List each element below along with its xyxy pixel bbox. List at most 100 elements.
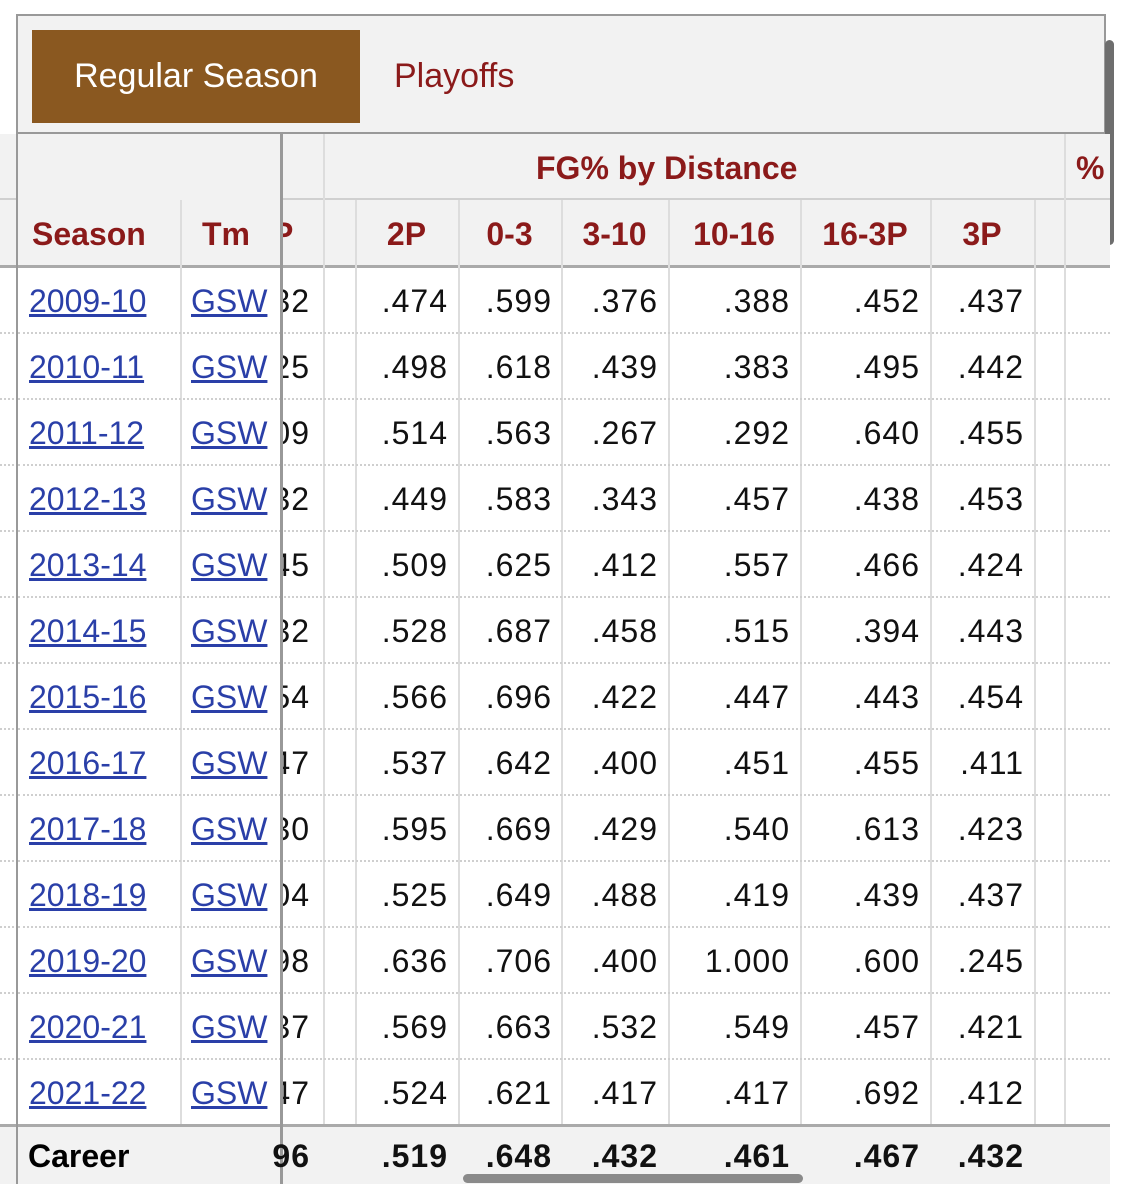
stat-cell: .452 xyxy=(853,283,920,319)
column-divider xyxy=(180,664,182,730)
row-divider xyxy=(0,464,1110,466)
stat-cell: .618 xyxy=(485,349,552,385)
stat-cell: .267 xyxy=(591,415,658,451)
stat-cell: .443 xyxy=(853,679,920,715)
team-link[interactable]: GSW xyxy=(191,613,268,649)
team-link[interactable]: GSW xyxy=(191,943,268,979)
row-divider xyxy=(18,728,280,730)
season-header[interactable]: Season xyxy=(32,216,146,252)
stat-cell: .514 xyxy=(381,415,448,451)
stat-cell: .417 xyxy=(723,1075,790,1111)
season-link[interactable]: 2020-21 xyxy=(29,1009,147,1045)
season-link[interactable]: 2016-17 xyxy=(29,745,147,781)
column-divider xyxy=(180,1060,182,1126)
stat-cell: .429 xyxy=(591,811,658,847)
team-link[interactable]: GSW xyxy=(191,283,268,319)
career-stat-cell: .519 xyxy=(381,1138,448,1174)
stat-cell: .563 xyxy=(485,415,552,451)
stat-cell: .474 xyxy=(381,283,448,319)
stat-cell: .669 xyxy=(485,811,552,847)
season-link[interactable]: 2011-12 xyxy=(29,415,145,451)
column-header-3p[interactable]: 3P xyxy=(962,216,1002,252)
season-link[interactable]: 2015-16 xyxy=(29,679,147,715)
stat-cell: .640 xyxy=(853,415,920,451)
stat-cell: .525 xyxy=(381,877,448,913)
row-divider xyxy=(18,1058,280,1060)
row-divider xyxy=(0,794,1110,796)
stat-cell: .537 xyxy=(381,745,448,781)
column-header-2p[interactable]: 2P xyxy=(386,216,427,252)
stat-cell: .451 xyxy=(723,745,790,781)
stat-cell: .453 xyxy=(957,481,1024,517)
row-divider xyxy=(18,530,280,532)
stat-cell: .437 xyxy=(957,283,1024,319)
stat-cell: .383 xyxy=(723,349,790,385)
stat-cell: .642 xyxy=(485,745,552,781)
stat-cell: .621 xyxy=(485,1075,552,1111)
column-header-16-3p[interactable]: 16-3P xyxy=(822,216,908,252)
career-stat-cell: .461 xyxy=(723,1138,790,1174)
stat-cell: .649 xyxy=(485,877,552,913)
stat-cell: .509 xyxy=(381,547,448,583)
stat-cell: .449 xyxy=(381,481,448,517)
row-divider xyxy=(0,662,1110,664)
team-link[interactable]: GSW xyxy=(191,481,268,517)
team-header[interactable]: Tm xyxy=(202,216,250,252)
column-header-3-10[interactable]: 3-10 xyxy=(582,216,647,252)
column-header-0-3[interactable]: 0-3 xyxy=(486,216,533,252)
team-link[interactable]: GSW xyxy=(191,349,268,385)
season-link[interactable]: 2013-14 xyxy=(29,547,147,583)
row-divider xyxy=(18,860,280,862)
team-link[interactable]: GSW xyxy=(191,1075,268,1111)
team-link[interactable]: GSW xyxy=(191,745,268,781)
row-divider xyxy=(18,596,280,598)
team-link[interactable]: GSW xyxy=(191,547,268,583)
team-link[interactable]: GSW xyxy=(191,811,268,847)
pct-header-partial: % xyxy=(1076,150,1105,186)
season-link[interactable]: 2009-10 xyxy=(29,283,147,319)
season-link[interactable]: 2019-20 xyxy=(29,943,147,979)
team-link[interactable]: GSW xyxy=(191,679,268,715)
stat-cell: .557 xyxy=(723,547,790,583)
stat-cell: .549 xyxy=(723,1009,790,1045)
row-divider xyxy=(18,332,280,334)
column-header-10-16[interactable]: 10-16 xyxy=(693,216,775,252)
stat-cell: .455 xyxy=(853,745,920,781)
season-link[interactable]: 2018-19 xyxy=(29,877,147,913)
tab-playoffs[interactable]: Playoffs xyxy=(394,57,515,95)
season-link[interactable]: 2014-15 xyxy=(29,613,147,649)
stat-cell: .599 xyxy=(485,283,552,319)
stat-cell: .245 xyxy=(957,943,1024,979)
career-stat-cell: .467 xyxy=(853,1138,920,1174)
season-link[interactable]: 2010-11 xyxy=(29,349,145,385)
stat-cell: .394 xyxy=(853,613,920,649)
stat-cell: .439 xyxy=(591,349,658,385)
column-divider xyxy=(180,268,182,334)
season-link[interactable]: 2017-18 xyxy=(29,811,147,847)
row-divider xyxy=(18,992,280,994)
row-divider xyxy=(18,926,280,928)
stat-cell: .400 xyxy=(591,943,658,979)
row-divider xyxy=(0,1058,1110,1060)
column-divider xyxy=(180,466,182,532)
column-divider xyxy=(180,532,182,598)
stat-cell: .439 xyxy=(853,877,920,913)
season-link[interactable]: 2012-13 xyxy=(29,481,147,517)
tab-regular-season[interactable]: Regular Season xyxy=(32,30,360,123)
stat-cell: .687 xyxy=(485,613,552,649)
stat-cell: .488 xyxy=(591,877,658,913)
team-link[interactable]: GSW xyxy=(191,1009,268,1045)
stat-cell: .692 xyxy=(853,1075,920,1111)
stat-cell: .566 xyxy=(381,679,448,715)
horizontal-scrollbar[interactable] xyxy=(463,1174,803,1183)
fg-by-distance-header: FG% by Distance xyxy=(536,150,798,186)
stat-cell: .455 xyxy=(957,415,1024,451)
stat-cell: .600 xyxy=(853,943,920,979)
stat-cell: .376 xyxy=(591,283,658,319)
team-link[interactable]: GSW xyxy=(191,415,268,451)
stat-cell: .528 xyxy=(381,613,448,649)
season-link[interactable]: 2021-22 xyxy=(29,1075,147,1111)
team-link[interactable]: GSW xyxy=(191,877,268,913)
row-divider xyxy=(0,992,1110,994)
stat-cell: .457 xyxy=(853,1009,920,1045)
